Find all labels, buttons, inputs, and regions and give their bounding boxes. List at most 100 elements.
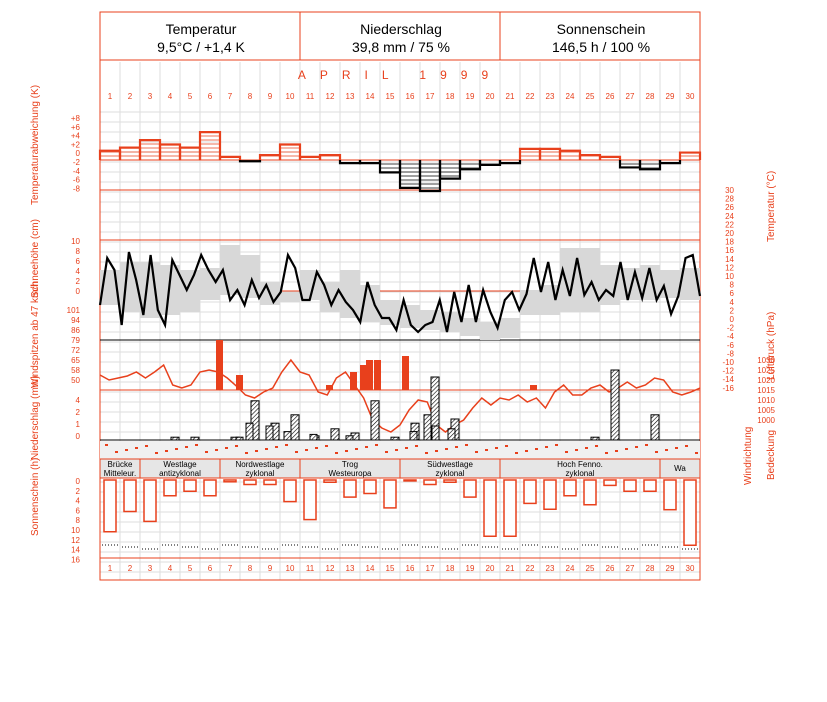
tick-temp: -6 — [727, 341, 735, 350]
wind-gust-bar — [350, 372, 357, 390]
tick-temp: 28 — [725, 195, 734, 204]
day-label-bottom: 19 — [466, 564, 475, 573]
tick-temp: 24 — [725, 212, 734, 221]
day-label-bottom: 14 — [366, 564, 375, 573]
tick-sun: 16 — [71, 555, 80, 564]
winddir-mark — [125, 449, 128, 451]
winddir-mark — [515, 452, 518, 454]
winddir-mark — [335, 452, 338, 454]
day-label-bottom: 28 — [646, 564, 655, 573]
temp-dev-bar — [178, 146, 202, 160]
precip-bar — [265, 425, 274, 441]
precip-bar — [170, 436, 180, 441]
tick-temp: 22 — [725, 220, 734, 229]
day-label-bottom: 5 — [188, 564, 193, 573]
winddir-mark — [615, 450, 618, 452]
day-label-top: 25 — [586, 92, 595, 101]
winddir-mark — [255, 450, 258, 452]
winddir-mark — [315, 447, 318, 449]
tick-temp: 0 — [730, 315, 735, 324]
day-label-top: 6 — [208, 92, 213, 101]
precip-bar — [309, 433, 318, 441]
winddir-mark — [115, 451, 118, 453]
weather-type-label-line: antizyklonal — [159, 469, 201, 478]
winddir-mark — [415, 445, 418, 447]
precip-bar — [330, 428, 340, 441]
precip-bar — [290, 414, 300, 441]
day-label-top: 28 — [646, 92, 655, 101]
winddir-mark — [345, 450, 348, 452]
weather-type-label-line: Nordwestlage — [236, 460, 285, 469]
winddir-mark — [435, 450, 438, 452]
tick-temp-dev: +4 — [71, 132, 81, 141]
tick-precip: 4 — [76, 396, 81, 405]
sunshine-bar — [363, 479, 377, 495]
tick-temp: 16 — [725, 246, 734, 255]
tick-sun: 6 — [76, 506, 81, 515]
tick-wind: 79 — [71, 336, 80, 345]
tick-wind: 65 — [71, 356, 80, 365]
day-label-bottom: 16 — [406, 564, 415, 573]
day-label-top: 7 — [228, 92, 233, 101]
winddir-mark — [565, 451, 568, 453]
tick-snow: 10 — [71, 237, 80, 246]
tick-wind: 72 — [71, 346, 80, 355]
winddir-mark — [495, 447, 498, 449]
day-label-bottom: 17 — [426, 564, 435, 573]
wind-gust-bar — [366, 360, 373, 390]
tick-temp: -10 — [722, 358, 734, 367]
winddir-mark — [405, 447, 408, 449]
temp-dev-bar — [418, 160, 442, 193]
weather-type-label-line: Brücke — [108, 460, 133, 469]
day-label-top: 3 — [148, 92, 153, 101]
day-label-top: 10 — [286, 92, 295, 101]
temp-range-box — [660, 270, 680, 298]
day-label-top: 21 — [506, 92, 515, 101]
winddir-mark — [675, 447, 678, 449]
temp-dev-bar — [238, 160, 262, 163]
temp-range-box — [280, 292, 300, 302]
precip-bar — [190, 436, 200, 441]
tick-temp: 18 — [725, 238, 734, 247]
day-label-bottom: 10 — [286, 564, 295, 573]
temp-dev-bar — [498, 160, 522, 165]
winddir-mark — [195, 444, 198, 446]
day-label-top: 27 — [626, 92, 635, 101]
winddir-mark — [325, 445, 328, 447]
header-temp-value: 9,5°C / +1,4 K — [157, 39, 245, 55]
day-label-top: 4 — [168, 92, 173, 101]
winddir-mark — [655, 451, 658, 453]
sunshine-bar — [463, 479, 477, 498]
header-temp-title: Temperatur — [165, 21, 237, 37]
sunshine-bar — [343, 479, 357, 498]
day-label-top: 17 — [426, 92, 435, 101]
winddir-mark — [605, 452, 608, 454]
weather-type-label-line: Mitteleur. — [104, 469, 136, 478]
tick-temp-dev: +2 — [71, 140, 81, 149]
winddir-mark — [485, 449, 488, 451]
day-label-bottom: 9 — [268, 564, 273, 573]
precip-bar — [447, 428, 456, 441]
header-sun-value: 146,5 h / 100 % — [551, 39, 651, 55]
winddir-mark — [685, 445, 688, 447]
tick-precip: 0 — [76, 432, 81, 441]
temp-dev-bar — [598, 155, 622, 160]
winddir-mark — [585, 447, 588, 449]
day-label-bottom: 1 — [108, 564, 113, 573]
sunshine-bar — [383, 479, 397, 509]
tick-pressure: 1005 — [757, 406, 775, 415]
tick-temp: 26 — [725, 203, 734, 212]
winddir-mark — [145, 445, 148, 447]
winddir-mark — [365, 446, 368, 448]
header-precipitation: Niederschlag 39,8 mm / 75 % — [301, 12, 501, 60]
tick-temp-dev: +8 — [71, 114, 81, 123]
sunshine-bar — [603, 479, 617, 487]
winddir-mark — [445, 448, 448, 450]
tick-snow: 2 — [76, 277, 81, 286]
sunshine-bar — [263, 479, 277, 486]
winddir-mark — [635, 446, 638, 448]
tick-pressure: 1030 — [757, 356, 775, 365]
wind-gust-bar — [360, 365, 367, 390]
day-label-top: 26 — [606, 92, 615, 101]
temp-dev-bar — [138, 139, 162, 160]
